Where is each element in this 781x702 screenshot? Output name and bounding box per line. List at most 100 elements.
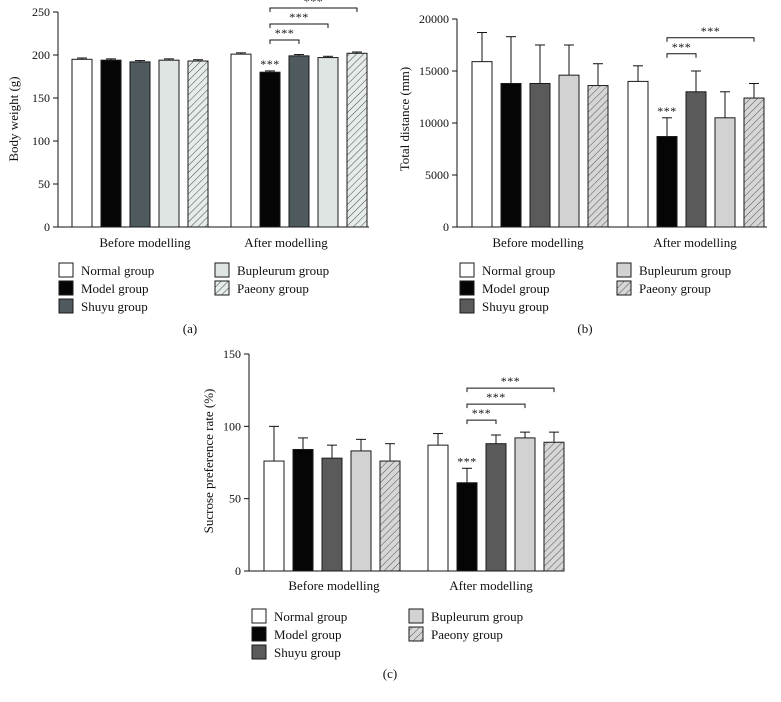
comparison-bracket: [269, 39, 300, 44]
bar: [100, 59, 122, 228]
y-tick-label: 10000: [419, 116, 449, 130]
comparison-bracket: [466, 419, 497, 425]
bar: [259, 71, 281, 228]
bar: [456, 482, 478, 572]
bar: [158, 59, 180, 228]
bar: [558, 74, 580, 228]
legend-swatch-paeony: [408, 626, 424, 642]
legend-label-model: Model group: [482, 281, 550, 296]
comparison-bracket: [466, 387, 555, 393]
y-tick-label: 150: [223, 347, 241, 361]
bar: [627, 80, 649, 228]
x-category-label: Before modelling: [288, 578, 380, 593]
y-tick-label: 0: [443, 220, 449, 234]
legend-swatch-normal: [58, 262, 74, 278]
legend-swatch-shuyu: [459, 298, 475, 314]
comparison-label: ***: [275, 26, 295, 40]
bar: [529, 82, 551, 228]
bar: [71, 58, 93, 228]
bar: [500, 82, 522, 228]
panel-label: (c): [383, 666, 397, 681]
legend-swatch-shuyu: [58, 298, 74, 314]
legend-swatch-bupleurum: [408, 608, 424, 624]
x-category-label: After modelling: [449, 578, 533, 593]
legend-label-model: Model group: [274, 627, 342, 642]
legend-label-bupleurum: Bupleurum group: [431, 609, 523, 624]
legend-label-normal: Normal group: [274, 609, 347, 624]
bar: [427, 444, 449, 572]
comparison-bracket: [269, 7, 358, 12]
legend-label-shuyu: Shuyu group: [81, 299, 148, 314]
y-tick-label: 5000: [425, 168, 449, 182]
comparison-bracket: [466, 403, 526, 409]
y-tick-label: 0: [44, 220, 50, 234]
y-tick-label: 200: [32, 48, 50, 62]
bar: [288, 55, 310, 228]
legend-swatch-paeony: [616, 280, 632, 296]
bar: [292, 448, 314, 572]
significance-label: ***: [260, 57, 280, 71]
legend-swatch-normal: [251, 608, 267, 624]
bar: [543, 441, 565, 572]
legend-b: Normal group Model group Shuyu group Bup…: [459, 262, 731, 314]
significance-label: ***: [657, 104, 677, 118]
bar: [587, 85, 609, 228]
legend-swatch-model: [251, 626, 267, 642]
legend-swatch-normal: [459, 262, 475, 278]
bar: [346, 52, 368, 228]
comparison-label: ***: [701, 24, 721, 38]
y-tick-label: 50: [229, 492, 241, 506]
legend-swatch-model: [58, 280, 74, 296]
y-axis-label: Body weight (g): [6, 76, 21, 161]
legend-label-model: Model group: [81, 281, 149, 296]
y-axis-label: Total distance (mm): [397, 67, 412, 172]
x-category-label: After modelling: [653, 235, 737, 250]
comparison-label: ***: [289, 10, 309, 24]
bar: [743, 97, 765, 228]
bar: [471, 61, 493, 228]
bar: [317, 57, 339, 228]
legend-c: Normal group Model group Shuyu group Bup…: [251, 608, 523, 660]
bar: [350, 450, 372, 572]
bar: [685, 91, 707, 228]
comparison-bracket: [269, 23, 329, 28]
legend-swatch-paeony: [214, 280, 230, 296]
y-tick-label: 15000: [419, 64, 449, 78]
legend-label-paeony: Paeony group: [431, 627, 503, 642]
x-category-label: Before modelling: [492, 235, 584, 250]
bar: [714, 117, 736, 228]
comparison-label: ***: [472, 406, 492, 420]
legend-label-normal: Normal group: [81, 263, 154, 278]
y-tick-label: 150: [32, 91, 50, 105]
y-tick-label: 100: [32, 134, 50, 148]
legend-label-bupleurum: Bupleurum group: [237, 263, 329, 278]
y-tick-label: 20000: [419, 12, 449, 26]
y-axis-label: Sucrose preference rate (%): [201, 389, 216, 534]
bar: [263, 460, 285, 572]
bar: [514, 437, 536, 572]
chart-panel-a: Body weight (g) Before modelling After m…: [6, 0, 369, 336]
y-tick-label: 50: [38, 177, 50, 191]
legend-swatch-bupleurum: [616, 262, 632, 278]
legend-label-normal: Normal group: [482, 263, 555, 278]
bar: [187, 60, 209, 228]
comparison-bracket: [666, 37, 755, 42]
panel-label: (a): [183, 321, 197, 336]
legend-label-paeony: Paeony group: [237, 281, 309, 296]
legend-label-bupleurum: Bupleurum group: [639, 263, 731, 278]
x-category-label: Before modelling: [99, 235, 191, 250]
bar: [656, 136, 678, 228]
significance-label: ***: [457, 454, 477, 468]
comparison-label: ***: [672, 40, 692, 54]
bar: [379, 460, 401, 572]
x-category-label: After modelling: [244, 235, 328, 250]
chart-panel-c: Sucrose preference rate (%) Before model…: [201, 347, 565, 681]
bar: [129, 61, 151, 228]
bar: [485, 443, 507, 572]
legend-label-shuyu: Shuyu group: [482, 299, 549, 314]
comparison-bracket: [666, 53, 697, 58]
legend-swatch-model: [459, 280, 475, 296]
y-tick-label: 250: [32, 5, 50, 19]
chart-panel-b: Total distance (mm) Before modelling Aft…: [397, 12, 767, 336]
bar: [321, 457, 343, 572]
